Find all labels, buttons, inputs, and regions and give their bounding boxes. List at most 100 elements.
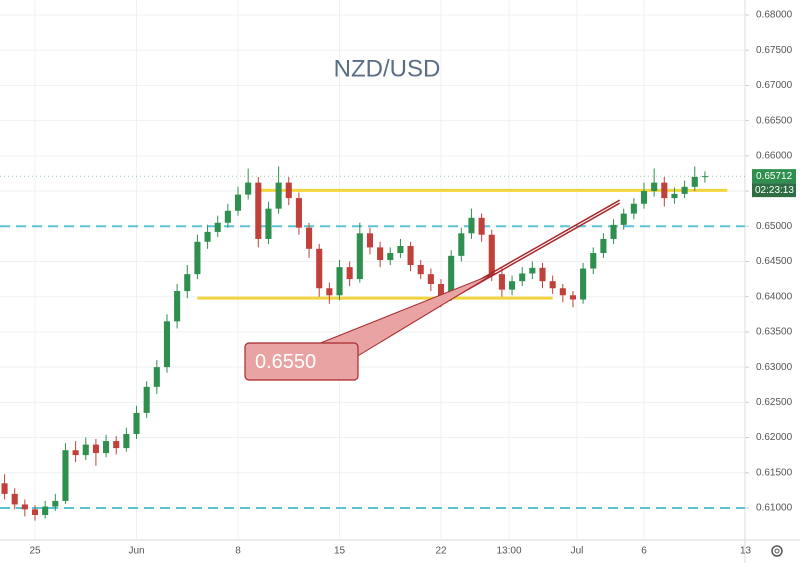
y-tick-label: 0.66500 <box>756 115 793 126</box>
candle-body <box>92 444 99 454</box>
candle-body <box>590 253 597 269</box>
candle-body <box>123 434 130 449</box>
candle-body <box>691 176 698 187</box>
overlay: 0.6550 <box>244 199 621 381</box>
candle-body <box>346 267 353 280</box>
y-tick-label: 0.62000 <box>756 432 793 443</box>
y-tick-label: 0.61500 <box>756 467 793 478</box>
candle-body <box>488 234 495 275</box>
candle-body <box>11 493 18 505</box>
y-tick-label: 0.63000 <box>756 362 793 373</box>
candle-body <box>458 233 465 256</box>
candle-body <box>285 182 292 199</box>
y-tick-label: 0.68000 <box>756 10 793 21</box>
candle-body <box>42 506 49 515</box>
candle-body <box>1 483 8 494</box>
y-tick-label: 0.64500 <box>756 256 793 267</box>
candle-body <box>580 268 587 300</box>
levels <box>0 188 745 509</box>
chart-title: NZD/USD <box>334 55 441 82</box>
candle-body <box>701 176 708 178</box>
x-tick-label: 13:00 <box>497 546 522 557</box>
callout-box <box>244 342 359 381</box>
candle-body <box>630 203 637 214</box>
candle-body <box>62 450 69 501</box>
candle-body <box>133 412 140 435</box>
candle-body <box>519 273 526 282</box>
candle-body <box>539 267 546 282</box>
last-price-label: 0.65712 <box>756 171 793 182</box>
candle-body <box>163 321 171 368</box>
candle-body <box>306 227 313 249</box>
candle-body <box>427 274 434 285</box>
settings-icon[interactable] <box>771 545 783 557</box>
candle-body <box>52 500 59 507</box>
callout-text: 0.6550 <box>255 351 316 373</box>
candle-body <box>671 193 678 199</box>
candle-body <box>366 233 374 248</box>
candle-body <box>478 217 485 235</box>
candle-body <box>143 386 150 413</box>
candle-body <box>661 182 668 199</box>
candle-body <box>397 245 404 254</box>
x-tick-label: 13 <box>740 546 752 557</box>
candle-body <box>153 367 160 387</box>
candle-body <box>72 450 79 456</box>
y-tick-label: 0.64000 <box>756 291 793 302</box>
candle-body <box>204 231 211 242</box>
y-tick-label: 0.67000 <box>756 80 793 91</box>
candle-body <box>681 186 688 194</box>
candle-body <box>82 444 89 456</box>
y-tick-label: 0.62500 <box>756 397 793 408</box>
candle-body <box>640 191 648 204</box>
candle-body <box>103 441 110 454</box>
candle-body <box>559 288 566 296</box>
callout-seam <box>318 343 356 357</box>
last-price-box <box>752 169 796 184</box>
candle-body <box>498 274 505 290</box>
candle-body <box>610 224 617 239</box>
grid <box>0 0 747 540</box>
x-tick-label: 8 <box>235 546 241 557</box>
candle-body <box>448 255 455 297</box>
candle-body <box>377 247 384 261</box>
x-tick-label: Jul <box>571 546 584 557</box>
candles <box>1 166 708 521</box>
candle-body <box>600 238 607 254</box>
candle-body <box>509 281 516 290</box>
candle-body <box>295 198 302 228</box>
candle-body <box>234 194 242 211</box>
countdown-box <box>752 183 796 198</box>
x-tick-label: 6 <box>641 546 647 557</box>
candle-body <box>113 441 120 449</box>
candle-body <box>417 265 424 275</box>
y-tick-label: 0.66000 <box>756 150 793 161</box>
candle-body <box>214 222 221 232</box>
candle-body <box>387 253 394 261</box>
candle-body <box>569 295 577 300</box>
candle-body <box>549 281 556 289</box>
x-tick-label: 15 <box>334 546 346 557</box>
candle-body <box>21 504 28 510</box>
candle-body <box>194 241 201 275</box>
candle-body <box>356 233 363 280</box>
y-tick-label: 0.67500 <box>756 45 793 56</box>
candle-body <box>255 182 262 239</box>
x-tick-label: 25 <box>29 546 41 557</box>
gear-hub[interactable] <box>774 548 780 554</box>
candle-body <box>651 182 658 192</box>
x-tick-label: 22 <box>435 546 447 557</box>
candle-body <box>224 210 231 223</box>
candle-body <box>174 291 181 322</box>
candle-body <box>437 284 445 297</box>
candle-body <box>468 217 475 234</box>
candle-body <box>265 208 272 239</box>
candle-body <box>407 245 414 265</box>
gear[interactable] <box>771 545 783 557</box>
y-tick-label: 0.65000 <box>756 221 793 232</box>
candle-body <box>529 267 536 274</box>
x-tick-label: Jun <box>128 546 144 557</box>
candle-body <box>336 267 343 296</box>
